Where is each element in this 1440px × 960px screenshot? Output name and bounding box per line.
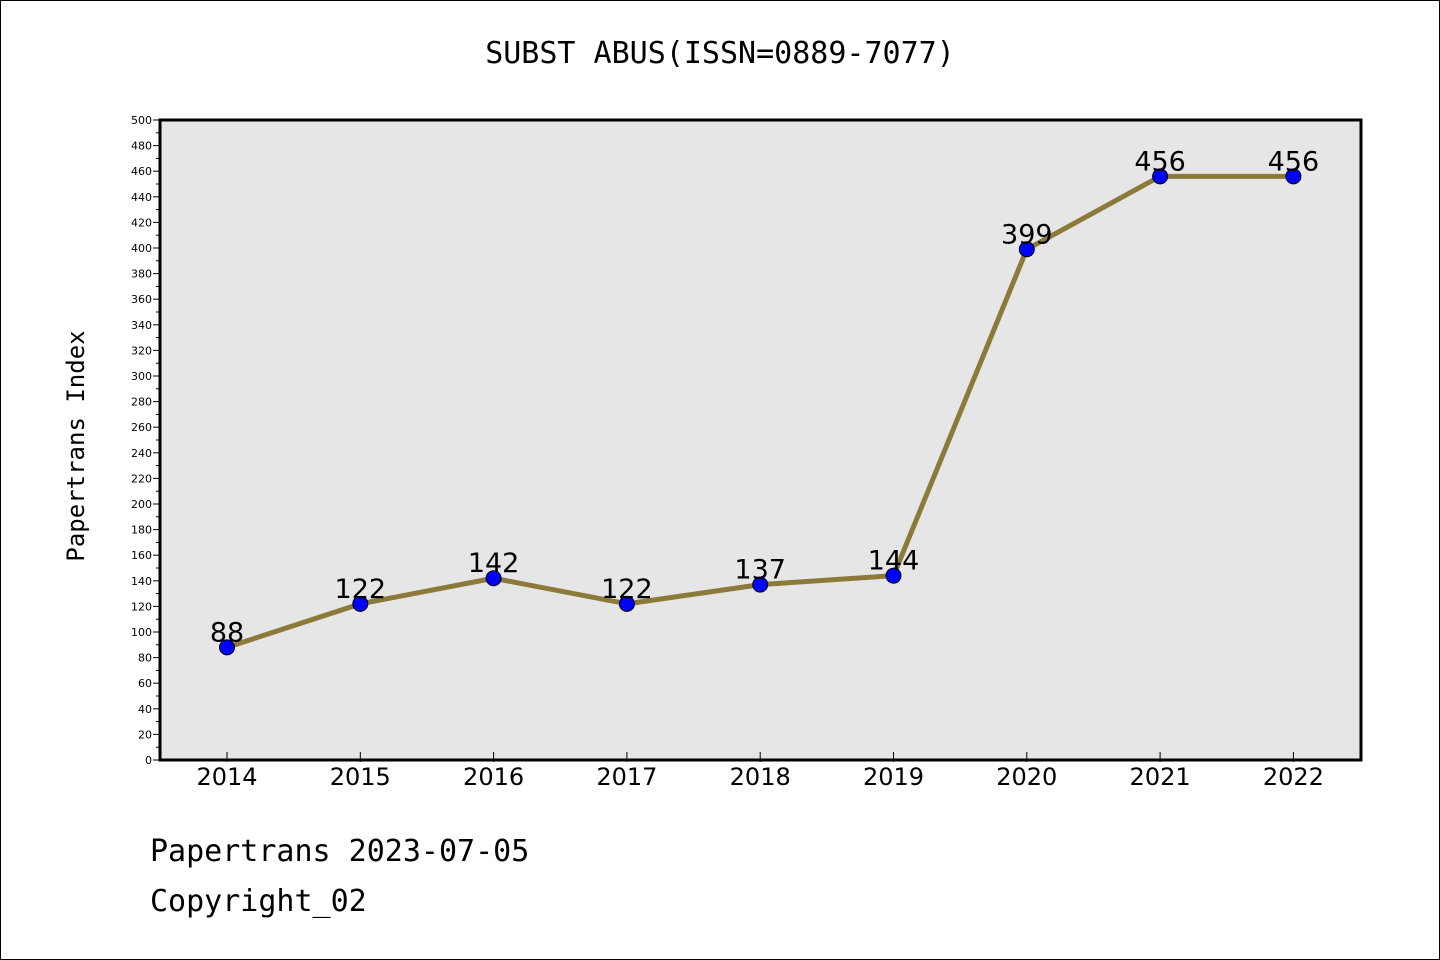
plot-border: [158, 118, 1363, 762]
x-tick-label: 2018: [730, 763, 791, 791]
data-point: [752, 576, 769, 593]
x-tick-label: 2021: [1130, 763, 1191, 791]
y-tick-label: 20: [138, 728, 152, 741]
data-label: 137: [734, 555, 786, 586]
data-label: 144: [868, 546, 920, 577]
y-tick-label: 160: [131, 549, 152, 562]
data-point: [1018, 241, 1035, 258]
x-tick-label: 2017: [596, 763, 657, 791]
y-tick-label: 400: [131, 242, 152, 255]
x-tick-label: 2016: [463, 763, 524, 791]
data-point: [219, 639, 235, 656]
y-tick-label: 240: [131, 447, 152, 460]
y-tick-label: 220: [131, 472, 152, 485]
data-labels: 88 122 142 122 137 144 399 456 456: [210, 146, 1319, 648]
y-tick-label: 280: [131, 396, 152, 409]
data-point: [618, 595, 635, 612]
footer-date: Papertrans 2023-07-05: [150, 834, 530, 869]
data-label: 399: [1001, 219, 1053, 250]
y-tick-label: 180: [131, 524, 152, 537]
data-label: 456: [1134, 146, 1186, 177]
data-point: [1285, 168, 1302, 185]
y-tick-label: 0: [145, 754, 152, 767]
data-point: [885, 567, 902, 584]
data-label: 122: [335, 574, 387, 605]
y-tick-label: 460: [131, 165, 152, 178]
y-tick-label: 360: [131, 293, 152, 306]
y-tick-label: 260: [131, 421, 152, 434]
y-tick-label: 440: [131, 191, 152, 204]
y-tick-label: 80: [138, 652, 152, 665]
y-tick-label: 420: [131, 216, 152, 229]
y-tick-label: 120: [131, 600, 152, 613]
data-label: 122: [601, 574, 653, 605]
y-tick-label: 140: [131, 575, 152, 588]
y-tick-label: 320: [131, 344, 152, 357]
y-tick-label: 300: [131, 370, 152, 383]
data-point: [1152, 168, 1169, 185]
y-tick-label: 500: [131, 114, 152, 127]
data-label: 88: [210, 617, 244, 648]
chart-title: SUBST ABUS(ISSN=0889-7077): [485, 36, 955, 71]
y-tick-label: 100: [131, 626, 152, 639]
y-tick-label: 60: [138, 677, 152, 690]
y-tick-label: 200: [131, 498, 152, 511]
x-tick-label: 2019: [863, 763, 924, 791]
x-tick-label: 2015: [330, 763, 391, 791]
x-axis: 2014 2015 2016 2017 2018 2019 2020 2021 2022: [196, 752, 1324, 791]
x-tick-label: 2020: [996, 763, 1057, 791]
footer-copyright: Copyright_02: [150, 884, 367, 919]
data-point: [485, 570, 502, 587]
y-tick-label: 380: [131, 268, 152, 281]
data-label: 142: [468, 548, 520, 579]
y-axis: 0 20 40 60 80 100 120 140 160 180 200 220 240 260 280 3…: [131, 114, 160, 767]
x-tick-label: 2014: [196, 763, 257, 791]
y-tick-label: 40: [138, 703, 152, 716]
y-tick-label: 480: [131, 140, 152, 153]
data-label: 456: [1268, 146, 1320, 177]
data-point: [352, 595, 369, 612]
y-tick-label: 340: [131, 319, 152, 332]
x-tick-label: 2022: [1263, 763, 1324, 791]
plot-area: [160, 120, 1361, 760]
series-group: [219, 168, 1302, 656]
